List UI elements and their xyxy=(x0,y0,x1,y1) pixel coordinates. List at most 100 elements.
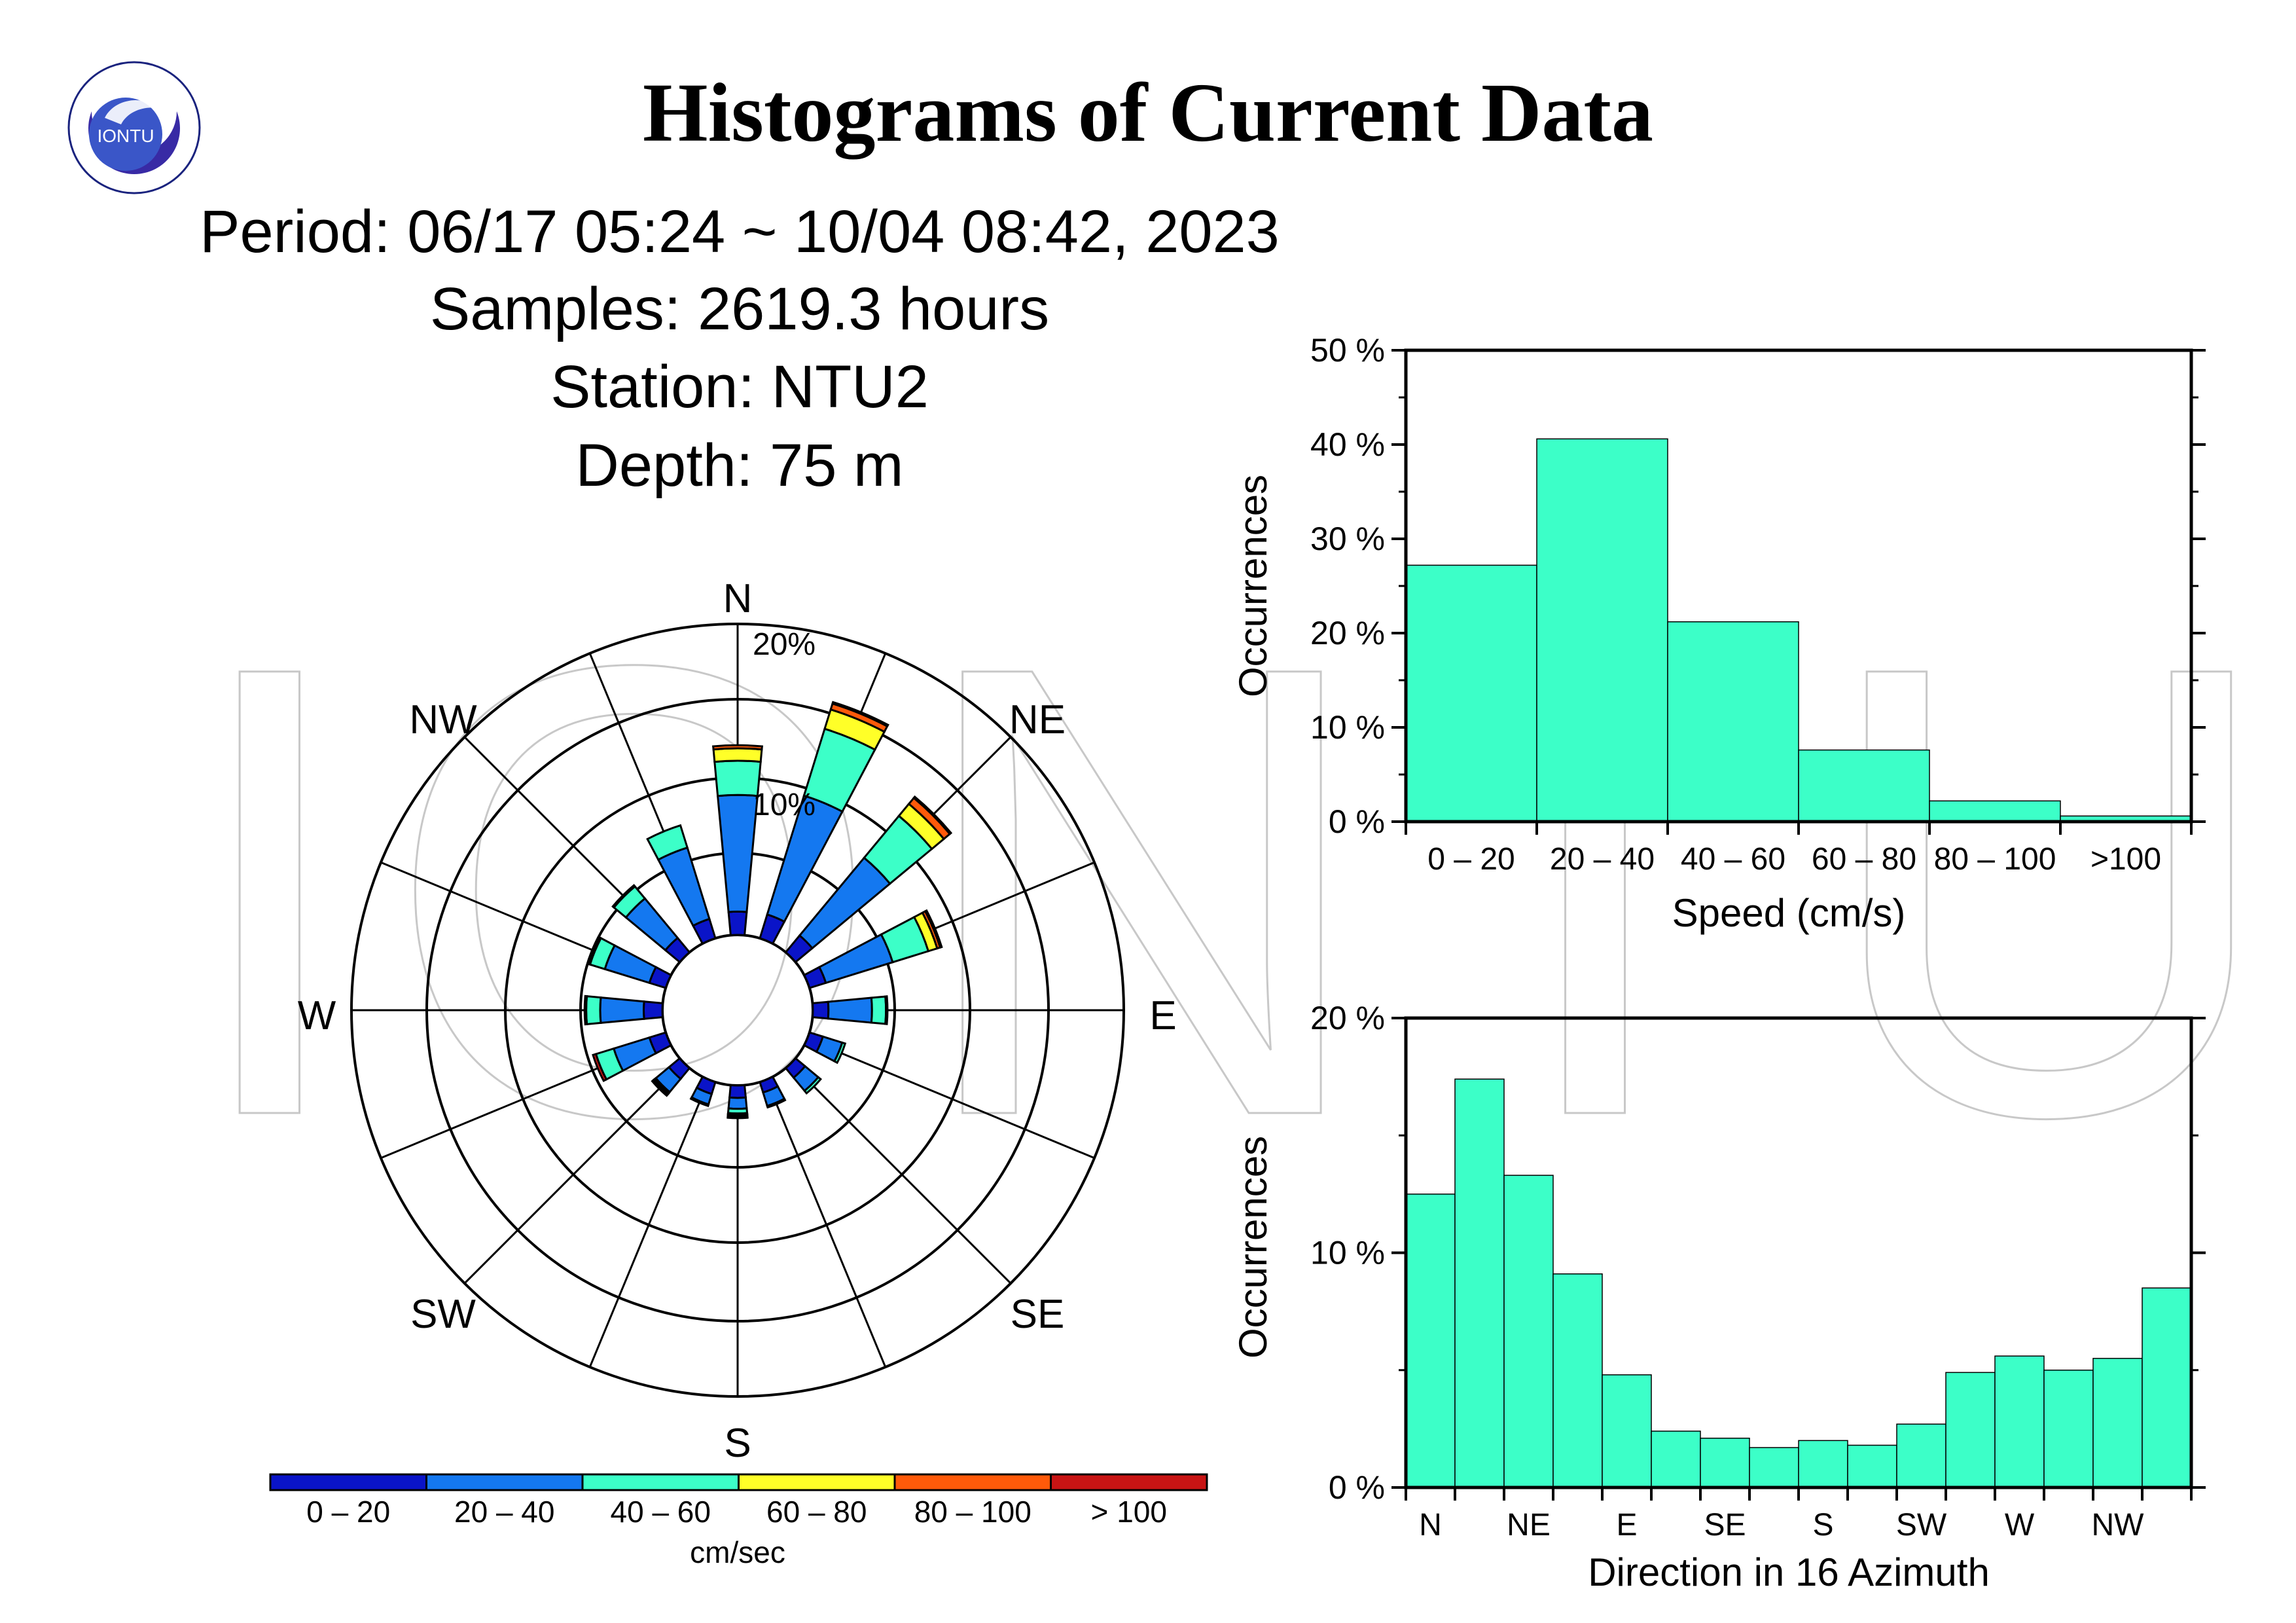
speed-hist-ytick-label-5: 50 % xyxy=(1310,332,1385,369)
depth-text: Depth: 75 m xyxy=(575,432,904,499)
dir-hist-bar-0 xyxy=(1405,1194,1456,1488)
dir-hist-ytick-label-2: 20 % xyxy=(1310,1000,1385,1036)
speed-hist-xtick-label-0: 0 – 20 xyxy=(1427,842,1515,877)
dir-hist-ytick-label-1: 10 % xyxy=(1310,1235,1385,1271)
period-text: Period: 06/17 05:24 ~ 10/04 08:42, 2023 xyxy=(200,198,1280,265)
legend-unit: cm/sec xyxy=(690,1535,785,1569)
dir-hist-bar-7 xyxy=(1749,1447,1799,1488)
dir-hist-ytick-label-0: 0 % xyxy=(1329,1469,1385,1506)
legend-swatch-0 xyxy=(269,1473,427,1491)
rose-bar-se-bin-2 xyxy=(803,1076,823,1095)
logo-text: IONTU xyxy=(97,126,154,146)
compass-label-sw: SW xyxy=(410,1292,476,1337)
dir-hist-xtick-label-4: S xyxy=(1812,1508,1833,1542)
ring-label-10: 10% xyxy=(753,788,816,822)
legend-swatch-5 xyxy=(1050,1473,1208,1491)
rose-spoke xyxy=(806,1038,1095,1159)
dir-hist-bar-6 xyxy=(1700,1437,1750,1488)
dir-hist-bar-13 xyxy=(2043,1370,2094,1488)
rose-bar-e-bin-2 xyxy=(870,995,888,1025)
rose-bar-e-bin-1 xyxy=(827,996,873,1024)
rose-bar-e-bin-5 xyxy=(884,995,889,1025)
speed-hist-bar-0 xyxy=(1405,564,1537,822)
dir-hist-xtick-label-0: N xyxy=(1419,1508,1442,1542)
legend-label-0: 0 – 20 xyxy=(306,1495,390,1529)
rose-bar-ne-bin-5 xyxy=(912,795,953,835)
rose-bar-sw-bin-4 xyxy=(651,1078,670,1097)
rose-spoke xyxy=(463,1063,685,1285)
dir-hist-bar-1 xyxy=(1454,1078,1505,1488)
speed-hist-xtick-label-5: >100 xyxy=(2090,842,2161,877)
legend-label-5: > 100 xyxy=(1091,1495,1167,1529)
direction-histogram: 0 % 10 % 20 % N NE E SE S SW W NW xyxy=(1310,1000,2206,1542)
dir-hist-bar-10 xyxy=(1896,1423,1946,1488)
current-rose-chart xyxy=(350,623,1125,1398)
compass-label-ne: NE xyxy=(1009,697,1066,742)
speed-hist-ytick-label-2: 20 % xyxy=(1310,615,1385,651)
rose-spoke xyxy=(790,1063,1012,1285)
compass-label-se: SE xyxy=(1011,1292,1065,1337)
rose-bar-ene-bin-5 xyxy=(924,909,943,949)
legend-label-1: 20 – 40 xyxy=(454,1495,554,1529)
rose-spoke xyxy=(588,1079,710,1368)
rose-bar-s-bin-0 xyxy=(728,1084,747,1099)
legend-label-3: 60 – 80 xyxy=(766,1495,867,1529)
rose-bar-wsw-bin-5 xyxy=(592,1053,608,1082)
speed-hist-bar-3 xyxy=(1798,749,1930,822)
rose-bar-nw-bin-5 xyxy=(611,884,637,909)
dir-hist-xtick-label-5: SW xyxy=(1896,1508,1947,1542)
dir-hist-bar-2 xyxy=(1503,1175,1554,1488)
dir-hist-bar-12 xyxy=(1994,1355,2045,1488)
compass-label-n: N xyxy=(723,576,753,621)
rose-bar-ese-bin-2 xyxy=(833,1041,847,1065)
dir-hist-bar-4 xyxy=(1602,1374,1652,1488)
compass-label-s: S xyxy=(724,1421,751,1466)
speed-hist-ytick-label-3: 30 % xyxy=(1310,520,1385,557)
ring-label-20: 20% xyxy=(753,627,816,662)
direction-ylabel: Occurrences xyxy=(1231,1136,1275,1359)
speed-hist-xtick-label-1: 20 – 40 xyxy=(1550,842,1655,877)
legend-label-2: 40 – 60 xyxy=(611,1495,711,1529)
legend-label-4: 80 – 100 xyxy=(914,1495,1031,1529)
direction-xlabel: Direction in 16 Azimuth xyxy=(1588,1550,1990,1594)
speed-hist-xtick-label-4: 80 – 100 xyxy=(1934,842,2056,877)
rose-bar-w-bin-1 xyxy=(599,996,645,1025)
rose-bar-w-bin-2 xyxy=(585,994,602,1026)
legend-swatch-1 xyxy=(425,1473,584,1491)
iontu-logo: IONTU xyxy=(67,61,201,194)
rose-bar-n-bin-0 xyxy=(727,910,748,937)
speed-legend: 0 – 20 20 – 40 40 – 60 60 – 80 80 – 100 > 100 xyxy=(269,1473,1208,1529)
rose-bar-nnw-bin-2 xyxy=(646,824,689,862)
legend-swatch-4 xyxy=(893,1473,1052,1491)
dir-hist-xtick-label-2: E xyxy=(1616,1508,1637,1542)
speed-hist-ytick-label-0: 0 % xyxy=(1329,803,1385,840)
rose-bar-s-bin-1 xyxy=(727,1096,748,1110)
dir-hist-xtick-label-1: NE xyxy=(1507,1508,1551,1542)
dir-hist-bar-5 xyxy=(1651,1431,1701,1488)
speed-hist-ytick-label-1: 10 % xyxy=(1310,709,1385,746)
rose-bar-e-bin-0 xyxy=(811,1000,830,1020)
rose-bar-s-bin-5 xyxy=(726,1115,749,1120)
dir-hist-xtick-label-6: W xyxy=(2005,1508,2035,1542)
rose-bar-n-bin-4 xyxy=(711,744,764,751)
speed-hist-bar-2 xyxy=(1667,621,1799,822)
dir-hist-bar-11 xyxy=(1945,1372,1996,1488)
rose-bar-n-bin-3 xyxy=(712,747,763,763)
compass-label-w: W xyxy=(298,993,336,1038)
dir-hist-xtick-label-3: SE xyxy=(1704,1508,1746,1542)
compass-label-e: E xyxy=(1149,993,1176,1038)
dir-hist-bar-14 xyxy=(2092,1358,2143,1488)
speed-hist-xtick-label-3: 60 – 80 xyxy=(1812,842,1916,877)
samples-text: Samples: 2619.3 hours xyxy=(429,276,1050,342)
rose-bar-w-bin-0 xyxy=(642,1000,664,1020)
rose-bar-nne-bin-5 xyxy=(831,701,889,728)
speed-hist-ytick-label-4: 40 % xyxy=(1310,426,1385,463)
rose-bar-ssw-bin-2 xyxy=(689,1096,710,1108)
rose-bar-wnw-bin-5 xyxy=(587,936,603,966)
rose-bar-sse-bin-2 xyxy=(766,1097,787,1109)
speed-hist-bar-1 xyxy=(1536,438,1668,822)
speed-ylabel: Occurrences xyxy=(1231,475,1275,697)
rose-bar-w-bin-5 xyxy=(583,994,588,1026)
dir-hist-bar-9 xyxy=(1847,1444,1897,1488)
